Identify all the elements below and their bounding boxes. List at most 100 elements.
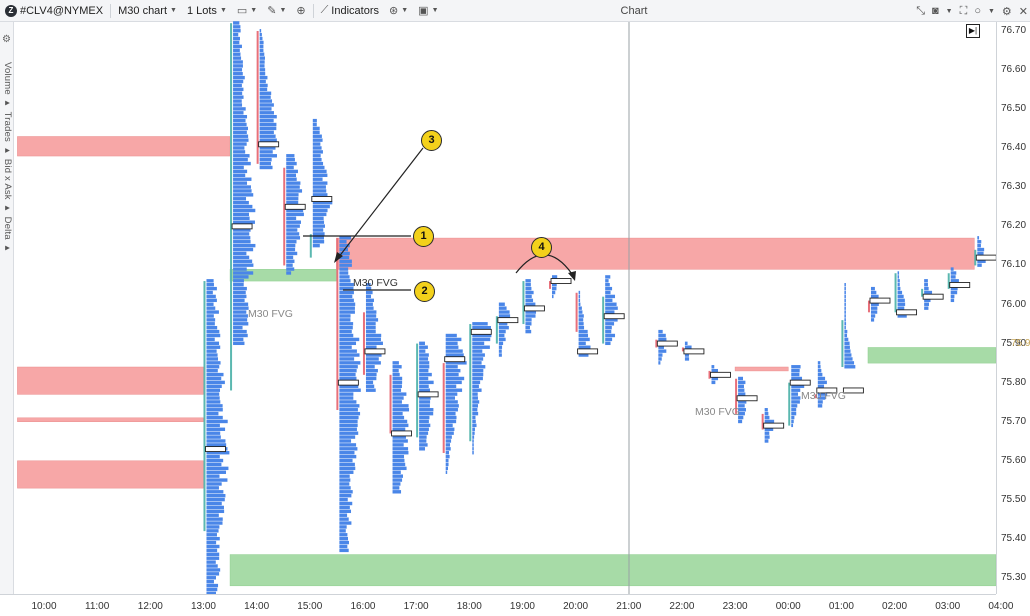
profile-row xyxy=(286,247,296,252)
price-axis[interactable]: 76.70 76.60 76.50 76.40 76.30 76.20 76.10 76.00… xyxy=(996,22,1030,594)
profile-row xyxy=(233,193,254,197)
scroll-to-end-button[interactable]: ▶| xyxy=(966,24,980,38)
profile-row xyxy=(312,118,317,123)
profile-row xyxy=(206,466,229,471)
profile-row xyxy=(206,533,217,537)
poc-marker xyxy=(577,348,599,355)
fvg-label: M30 FVG xyxy=(695,406,740,418)
profile-row xyxy=(206,290,213,295)
profile-row xyxy=(206,443,227,447)
profile-row xyxy=(472,341,485,346)
profile-row xyxy=(233,216,250,220)
profile-row xyxy=(233,21,240,25)
profile-row xyxy=(445,435,452,439)
profile-row xyxy=(206,454,220,459)
profile-row xyxy=(419,427,429,431)
chevron-down-icon[interactable]: ▼ xyxy=(987,7,995,15)
profile-row xyxy=(233,154,250,158)
profile-row xyxy=(977,236,980,240)
profile-row xyxy=(259,111,274,115)
profile-row xyxy=(817,380,827,385)
profile-row xyxy=(206,333,221,338)
close-icon[interactable]: ✕ xyxy=(1018,5,1028,18)
profile-row xyxy=(339,243,350,248)
profile-row xyxy=(259,91,272,95)
side-panel-tabs[interactable]: Volume ▸ Trades ▸ Bid x Ask ▸ Delta ▸ xyxy=(2,62,13,254)
time-axis[interactable]: 10:00 11:00 12:00 13:00 14:00 15:00 16:00 17:00… xyxy=(0,594,1013,616)
profile-row xyxy=(233,36,240,41)
profile-row xyxy=(525,286,532,291)
profile-row xyxy=(791,404,798,408)
pencil-icon: ✎ xyxy=(267,5,277,17)
profile-row xyxy=(870,314,876,318)
profile-row xyxy=(339,439,352,443)
profile-row xyxy=(365,302,373,306)
profile-row xyxy=(233,200,249,205)
profile-row xyxy=(339,322,354,326)
profile-row xyxy=(419,368,429,373)
profile-row xyxy=(233,240,251,244)
profile-row xyxy=(206,423,220,428)
profile-row xyxy=(233,173,246,178)
profile-row xyxy=(339,490,353,494)
drawing-tools-button[interactable]: ✎ ▼ xyxy=(262,0,291,22)
collapse-icon[interactable]: ⤡ xyxy=(916,4,926,17)
profile-row xyxy=(233,87,244,92)
arrowhead-4 xyxy=(568,271,576,281)
profile-row xyxy=(525,298,534,303)
profile-row xyxy=(206,353,218,357)
profile-row xyxy=(286,200,299,205)
profile-row xyxy=(233,64,243,68)
profile-row xyxy=(445,372,459,377)
zoom-button[interactable]: ⊕ xyxy=(291,0,310,22)
profile-row xyxy=(392,482,401,486)
lots-dropdown[interactable]: 1 Lots ▼ xyxy=(182,0,232,22)
profile-row xyxy=(472,361,482,365)
chart-type-dropdown[interactable]: M30 chart ▼ xyxy=(113,0,182,22)
profile-row xyxy=(233,95,244,99)
profile-row xyxy=(339,544,348,549)
fullscreen-icon[interactable]: ⛶ xyxy=(959,4,968,17)
camera-icon[interactable]: ◙ xyxy=(932,5,939,17)
candle-body xyxy=(469,324,472,442)
display-mode-button[interactable]: ▭ ▼ xyxy=(232,0,262,22)
fvg-label: M30 FVG xyxy=(801,390,846,402)
profile-row xyxy=(286,189,303,193)
chevron-down-icon[interactable]: ▼ xyxy=(945,7,953,15)
profile-row xyxy=(233,322,249,326)
profile-row xyxy=(844,341,850,346)
templates-button[interactable]: ▣ ▼ xyxy=(413,0,443,22)
profile-row xyxy=(605,290,611,295)
profile-row xyxy=(445,404,459,408)
profile-row xyxy=(312,212,327,217)
profile-row xyxy=(206,490,224,494)
profile-row xyxy=(233,177,252,181)
indicators-button[interactable]: ⟋ Indicators xyxy=(316,0,384,22)
profile-row xyxy=(392,427,406,431)
profile-row xyxy=(206,486,219,490)
symbol-selector[interactable]: Z #CLV4@NYMEX xyxy=(0,0,108,22)
gear-icon[interactable]: ⚙ xyxy=(1001,5,1012,18)
profile-row xyxy=(365,388,376,392)
profile-row xyxy=(286,197,299,201)
poc-marker xyxy=(710,371,731,378)
candle-body xyxy=(655,339,658,348)
circle-icon[interactable]: ○ xyxy=(974,5,981,17)
profile-row xyxy=(339,283,354,287)
crosshair-button[interactable]: ⊛ ▼ xyxy=(384,0,413,22)
profile-row xyxy=(924,306,929,310)
profile-row xyxy=(339,361,361,365)
profile-row xyxy=(286,255,294,260)
gear-icon[interactable]: ⚙ xyxy=(2,34,11,45)
profile-row xyxy=(365,310,377,314)
profile-row xyxy=(339,411,361,416)
profile-row xyxy=(312,142,321,146)
profile-row xyxy=(286,169,298,174)
profile-row xyxy=(312,216,324,220)
profile-row xyxy=(339,388,361,392)
profile-row xyxy=(233,115,248,119)
profile-row xyxy=(259,75,268,80)
profile-row xyxy=(206,576,216,580)
profile-row xyxy=(419,365,430,369)
